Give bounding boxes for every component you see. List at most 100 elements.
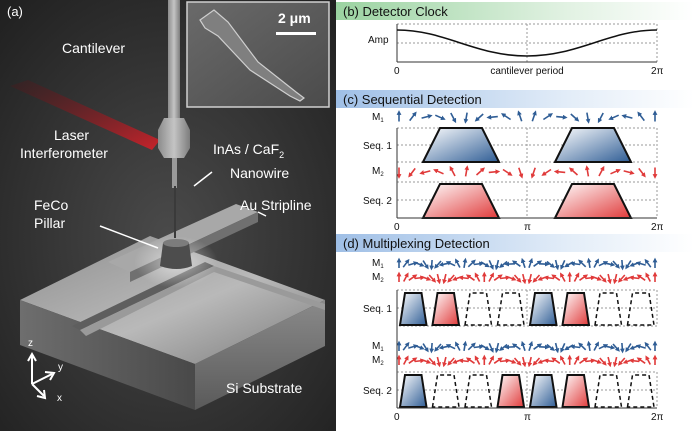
spin-arrow (560, 355, 566, 365)
spin-arrow (612, 273, 618, 285)
spin-arrow (421, 275, 432, 281)
spin-arrow (462, 340, 468, 352)
spin-arrow (585, 275, 596, 281)
spin-arrow (586, 340, 592, 352)
spin-arrow (488, 272, 494, 282)
spin-arrow (499, 260, 508, 269)
spin-arrow (455, 341, 461, 351)
spin-arrow (494, 259, 500, 271)
spin-arrow (434, 260, 442, 269)
spin-arrow (542, 113, 554, 121)
spin-arrow (419, 170, 431, 175)
spin-arrow (629, 261, 640, 267)
spin-arrow (402, 355, 409, 365)
spin-arrow (619, 342, 625, 354)
feco-pillar (160, 243, 192, 269)
spin-arrow (429, 342, 435, 354)
spin-arrow (532, 274, 541, 283)
spin-arrow (645, 272, 652, 282)
spin-arrow (532, 357, 541, 366)
right-panels: (b) Detector Clock (c) Sequential Detect… (336, 2, 694, 423)
axes-glyph (27, 351, 56, 400)
spin-arrow (513, 274, 522, 283)
spin-arrow (464, 165, 470, 177)
sem-inset (186, 1, 330, 108)
spin-arrow (551, 357, 561, 364)
spin-arrow (579, 357, 589, 364)
scale-bar (276, 32, 316, 35)
spin-arrow (604, 344, 616, 350)
panel-d-m1-label-b: M1 (372, 341, 384, 353)
label-substrate: Si Substrate (226, 380, 303, 396)
spin-arrow (474, 113, 484, 122)
spin-arrow (408, 357, 418, 364)
spin-arrow (493, 357, 503, 364)
label-cantilever: Cantilever (62, 40, 126, 56)
spin-arrow (408, 344, 419, 349)
spin-arrow (447, 274, 455, 283)
multiplex-pulse (561, 374, 591, 408)
spin-arrow (593, 341, 599, 351)
spin-arrow (428, 274, 437, 283)
amp-label: Amp (368, 35, 389, 46)
spin-arrow (422, 343, 429, 353)
spin-arrow (598, 165, 605, 177)
label-stripline: Au Stripline (240, 197, 312, 213)
spin-arrow (585, 358, 596, 364)
spin-arrow (488, 355, 494, 365)
spin-arrow (513, 357, 522, 366)
panel-a: (a) 2 μm Cantilever Laser Interferometer… (0, 0, 336, 431)
spin-arrow (474, 272, 481, 282)
multiplex-pulse (528, 374, 558, 408)
multiplex-pulse (431, 292, 461, 326)
spin-arrow (607, 356, 612, 368)
multiplex-pulse (431, 374, 460, 408)
spin-arrow (617, 357, 626, 366)
spin-arrow (429, 259, 435, 271)
spin-arrow (607, 273, 612, 285)
panel-c-x2pi: 2π (651, 222, 664, 233)
spin-arrow (553, 169, 566, 175)
spin-arrow (434, 114, 446, 121)
label-pillar-line2: Pillar (34, 215, 66, 231)
spin-arrow (414, 344, 425, 350)
spin-arrow (408, 261, 419, 266)
spin-arrow (610, 168, 621, 175)
spin-arrow (463, 112, 469, 124)
spin-arrow (511, 260, 521, 267)
panel-b-header (336, 2, 694, 20)
spin-arrow (593, 258, 599, 268)
spin-arrow (450, 112, 457, 124)
spin-arrow (644, 341, 652, 351)
spin-arrow (473, 344, 485, 350)
spin-arrow (564, 261, 574, 268)
multiplex-pulse (528, 292, 558, 326)
spin-arrow (635, 344, 646, 349)
spin-arrow (579, 274, 589, 281)
panel-d-m1-arrows-a (396, 257, 658, 271)
panel-c-seq1-pulse-2 (553, 127, 633, 163)
panel-c-seq2-pulse-1 (421, 183, 501, 219)
multiplex-pulse (496, 292, 525, 326)
spin-arrow (612, 356, 618, 368)
spin-arrow (458, 358, 469, 364)
panel-d-seq1-pulses (398, 292, 655, 326)
panel-d-seq2-pulses (398, 374, 655, 408)
nanowire (174, 186, 176, 238)
spin-arrow (462, 257, 468, 269)
spin-arrow (465, 274, 475, 281)
spin-arrow (543, 275, 555, 281)
panel-c-m1-label: M1 (372, 112, 384, 124)
spin-arrow (560, 272, 566, 282)
clock-curve (396, 29, 658, 57)
spin-arrow (414, 358, 426, 364)
spin-arrow (436, 273, 442, 285)
spin-arrow (480, 261, 490, 268)
spin-arrow (474, 355, 481, 365)
spin-arrow (612, 260, 620, 269)
spin-arrow (465, 357, 475, 364)
panel-d-m2-arrows-a (396, 271, 658, 285)
scale-bar-label: 2 μm (278, 10, 311, 26)
spin-arrow (608, 114, 620, 121)
axis-x-label: x (57, 393, 62, 404)
